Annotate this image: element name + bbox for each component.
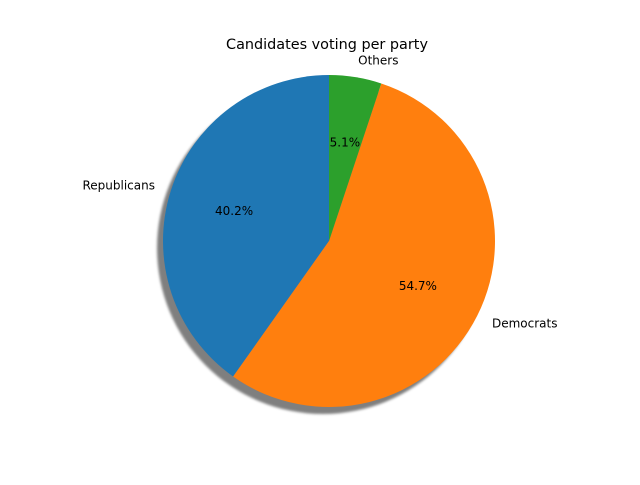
pct-label-republicans: 40.2% — [215, 204, 253, 218]
chart-title: Candidates voting per party — [226, 37, 428, 53]
slice-label-others: Others — [358, 54, 398, 68]
pct-label-democrats: 54.7% — [399, 279, 437, 293]
pct-label-others: 5.1% — [330, 136, 361, 150]
pie-slice-republicans — [162, 75, 329, 377]
pie-labels: Republicans 40.2% Democrats 54.7% Others 5.1% — [82, 54, 557, 331]
pie-slice-others — [329, 75, 382, 241]
slice-label-democrats: Democrats — [492, 316, 557, 330]
pie-slice-democrats — [233, 83, 495, 407]
slice-label-republicans: Republicans — [82, 179, 155, 193]
pie-slices — [162, 75, 495, 407]
